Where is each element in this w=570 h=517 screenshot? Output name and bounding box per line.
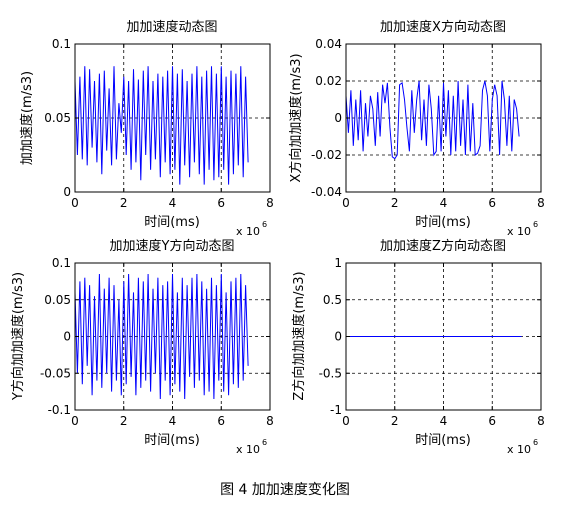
x-tick-label: 2 bbox=[391, 196, 399, 210]
x-scale-exponent: 6 bbox=[262, 220, 267, 229]
y-tick-label: -0.04 bbox=[311, 185, 342, 199]
y-axis-label: X方向加加速度(m/s3) bbox=[288, 53, 304, 182]
figure-caption: 图 4 加加速度变化图 bbox=[220, 482, 350, 498]
x-axis-label: 时间(ms) bbox=[144, 215, 200, 230]
y-tick-label: 0.1 bbox=[52, 256, 71, 270]
x-tick-label: 6 bbox=[217, 196, 225, 210]
y-axis-label: Z方向加加速度(m/s3) bbox=[291, 271, 307, 400]
panel-jerk-z: 加加速度Z方向动态图 Z方向加加速度(m/s3) 时间(ms) x 10 6 0… bbox=[291, 238, 545, 456]
panel-title: 加加速度动态图 bbox=[126, 19, 217, 35]
x-scale-note: x 10 bbox=[236, 443, 260, 456]
x-tick-label: 4 bbox=[440, 196, 448, 210]
x-tick-label: 8 bbox=[266, 196, 274, 210]
x-axis-label: 时间(ms) bbox=[415, 215, 471, 230]
x-tick-label: 8 bbox=[537, 414, 545, 428]
panel-title: 加加速度Y方向动态图 bbox=[110, 238, 235, 254]
y-axis-label: 加加速度(m/s3) bbox=[19, 71, 35, 165]
y-tick-label: 0.1 bbox=[52, 37, 71, 51]
x-scale-note: x 10 bbox=[236, 225, 260, 238]
x-scale-exponent: 6 bbox=[533, 220, 538, 229]
series-line bbox=[345, 80, 520, 160]
x-tick-label: 0 bbox=[71, 196, 79, 210]
y-tick-label: 1 bbox=[334, 256, 342, 270]
series-line bbox=[74, 273, 249, 400]
y-tick-label: -0.5 bbox=[319, 366, 342, 380]
x-scale-note: x 10 bbox=[507, 225, 531, 238]
y-tick-label: 0 bbox=[334, 111, 342, 125]
y-tick-label: -0.1 bbox=[48, 403, 71, 417]
y-tick-label: 0.05 bbox=[44, 111, 71, 125]
x-tick-label: 4 bbox=[169, 196, 177, 210]
y-tick-label: 0.02 bbox=[315, 74, 342, 88]
x-tick-label: 6 bbox=[488, 414, 496, 428]
x-tick-label: 0 bbox=[342, 414, 350, 428]
y-tick-label: 0 bbox=[334, 330, 342, 344]
x-tick-label: 8 bbox=[266, 414, 274, 428]
panel-jerk-x: 加加速度X方向动态图 X方向加加速度(m/s3) 时间(ms) x 10 6 0… bbox=[288, 19, 545, 238]
panel-title: 加加速度X方向动态图 bbox=[380, 19, 506, 35]
x-tick-label: 2 bbox=[120, 196, 128, 210]
y-axis-label: Y方向加加速度(m/s3) bbox=[10, 272, 26, 401]
panel-jerk-y: 加加速度Y方向动态图 Y方向加加速度(m/s3) 时间(ms) x 10 6 0… bbox=[10, 238, 274, 456]
x-axis-label: 时间(ms) bbox=[144, 433, 200, 448]
x-tick-label: 0 bbox=[342, 196, 350, 210]
x-scale-exponent: 6 bbox=[262, 438, 267, 447]
panel-jerk-magnitude: 加加速度动态图 加加速度(m/s3) 时间(ms) x 10 6 0 2 4 6 8 0 0… bbox=[19, 19, 274, 238]
y-tick-label: -0.02 bbox=[311, 148, 342, 162]
series-line bbox=[74, 66, 249, 185]
x-axis-label: 时间(ms) bbox=[415, 433, 471, 448]
x-tick-label: 4 bbox=[169, 414, 177, 428]
y-tick-label: -0.05 bbox=[40, 366, 71, 380]
x-tick-label: 0 bbox=[71, 414, 79, 428]
x-tick-label: 6 bbox=[488, 196, 496, 210]
x-tick-label: 4 bbox=[440, 414, 448, 428]
y-tick-label: 0.05 bbox=[44, 293, 71, 307]
y-tick-label: 0.04 bbox=[315, 37, 342, 51]
y-tick-label: -1 bbox=[330, 403, 342, 417]
x-tick-label: 6 bbox=[217, 414, 225, 428]
y-tick-label: 0 bbox=[63, 330, 71, 344]
x-scale-exponent: 6 bbox=[533, 438, 538, 447]
x-tick-label: 2 bbox=[391, 414, 399, 428]
y-tick-label: 0 bbox=[63, 185, 71, 199]
x-scale-note: x 10 bbox=[507, 443, 531, 456]
panel-title: 加加速度Z方向动态图 bbox=[380, 238, 506, 254]
x-tick-label: 8 bbox=[537, 196, 545, 210]
x-tick-label: 2 bbox=[120, 414, 128, 428]
y-tick-label: 0.5 bbox=[323, 293, 342, 307]
